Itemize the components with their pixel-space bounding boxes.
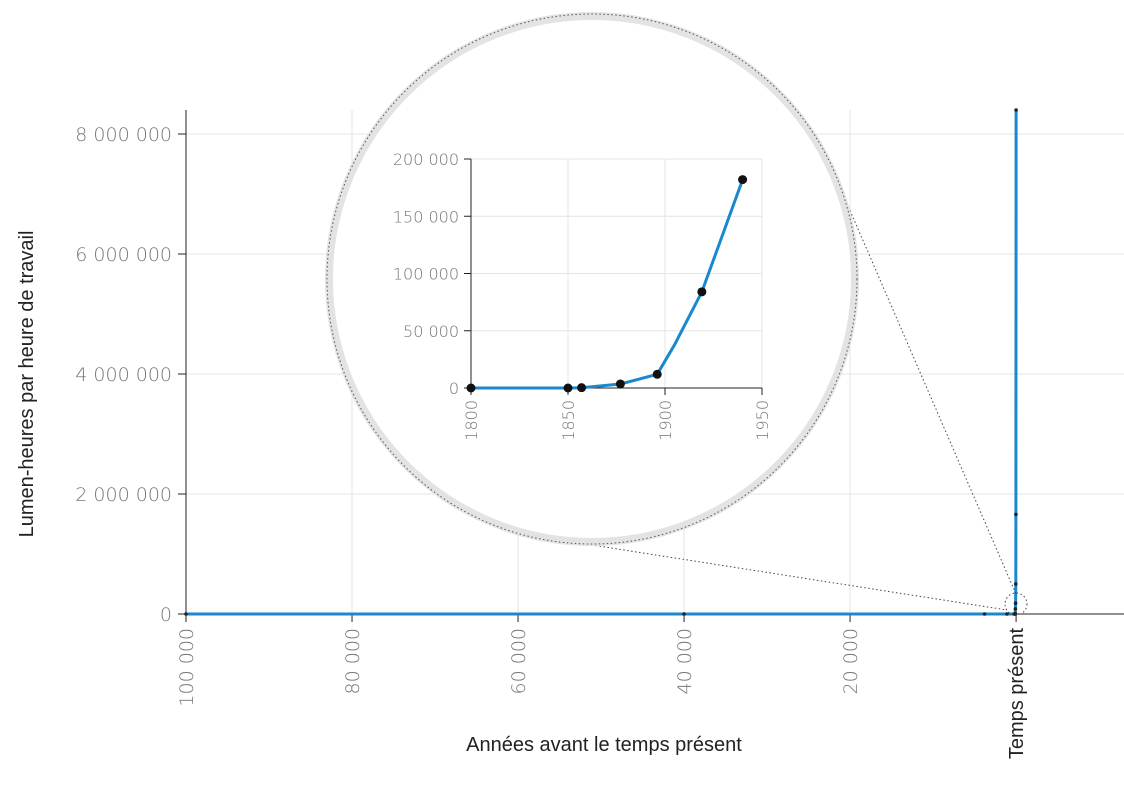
- inset-data-point: [738, 175, 748, 185]
- x-tick-label: 100 000: [176, 628, 198, 707]
- x-tick-label: 60 000: [508, 628, 530, 694]
- main-tick-labels: 0 2 000 000 4 000 000 6 000 000 8 000 000 100…: [75, 124, 1028, 759]
- data-point: [982, 612, 987, 616]
- x-tick-label: 20 000: [840, 628, 862, 694]
- inset-data-point: [615, 379, 625, 389]
- y-tick-label: 2 000 000: [75, 484, 172, 506]
- data-point: [1013, 607, 1018, 611]
- y-tick-label: 0: [160, 604, 172, 626]
- data-point: [1005, 612, 1009, 616]
- zoom-connector-lower: [559, 539, 1008, 611]
- inset-data-point: [697, 287, 707, 297]
- x-axis-title: Années avant le temps présent: [466, 734, 742, 756]
- data-point: [1013, 582, 1018, 586]
- x-tick-label: Temps présent: [1006, 628, 1028, 760]
- x-tick-label: 80 000: [342, 628, 364, 694]
- inset-gridlines: [471, 158, 763, 388]
- y-tick-label: 4 000 000: [75, 364, 172, 386]
- inset-x-tick-label: 1850: [559, 400, 578, 441]
- zoom-indicator: [559, 191, 1028, 616]
- inset-y-tick-label: 200 000: [393, 150, 459, 169]
- inset-y-tick-label: 0: [449, 379, 459, 398]
- inset-x-tick-label: 1800: [462, 400, 481, 441]
- inset-x-tick-label: 1900: [656, 400, 675, 441]
- inset-tick-labels: 0 50 000 100 000 150 000 200 000 1800 1850 1900…: [393, 150, 772, 441]
- data-point: [682, 612, 686, 616]
- zoom-source-circle: [1004, 592, 1028, 616]
- inset-data-point: [466, 383, 476, 393]
- magnifier-circle: [325, 12, 859, 546]
- data-point: [1013, 601, 1018, 605]
- data-point: [1013, 611, 1018, 616]
- main-plot: [184, 108, 1018, 616]
- inset-plot: [466, 175, 748, 393]
- inset-y-tick-label: 100 000: [393, 265, 459, 284]
- data-point: [1014, 108, 1018, 112]
- inset-y-tick-label: 50 000: [403, 322, 459, 341]
- inset-y-tick-label: 150 000: [393, 207, 459, 226]
- data-point: [184, 612, 188, 616]
- y-axis-title: Lumen-heures par heure de travail: [16, 231, 38, 538]
- y-tick-label: 6 000 000: [75, 244, 172, 266]
- x-tick-label: 40 000: [674, 628, 696, 694]
- inset-x-tick-label: 1950: [753, 400, 772, 441]
- zoom-connector-upper: [841, 191, 1017, 595]
- inset-data-point: [577, 383, 587, 393]
- inset-data-point: [652, 369, 662, 379]
- data-point: [1014, 512, 1018, 517]
- y-tick-label: 8 000 000: [75, 124, 172, 146]
- inset-data-point: [563, 383, 573, 393]
